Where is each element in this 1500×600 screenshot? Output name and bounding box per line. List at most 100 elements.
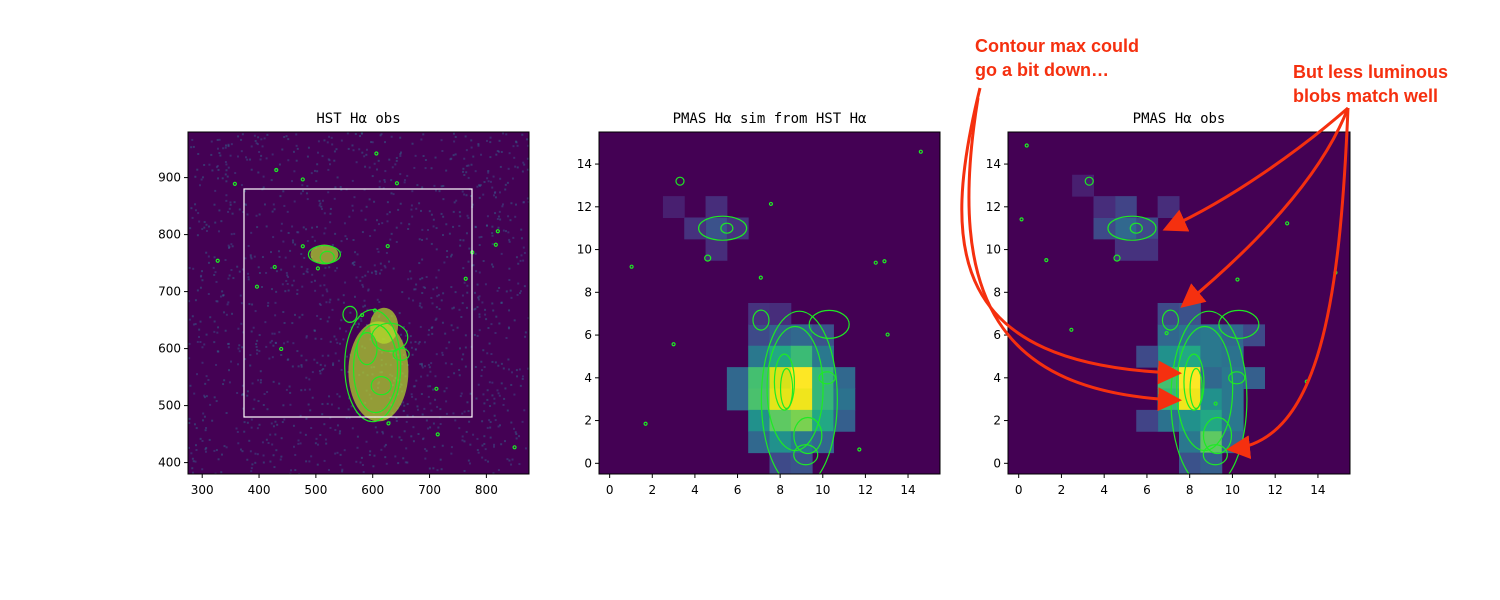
noise: [515, 437, 518, 440]
noise: [431, 332, 434, 335]
pixel: [1157, 409, 1180, 432]
pixel: [812, 324, 834, 347]
noise: [474, 226, 477, 229]
noise: [338, 432, 341, 435]
noise: [250, 257, 253, 260]
noise: [237, 442, 240, 445]
noise: [435, 286, 438, 289]
noise: [493, 191, 496, 194]
noise: [462, 170, 465, 173]
noise: [440, 468, 443, 471]
noise: [439, 458, 442, 461]
noise: [527, 201, 529, 204]
noise: [227, 143, 230, 146]
noise: [342, 338, 345, 341]
noise: [375, 273, 378, 276]
pixel: [769, 409, 792, 432]
pixel: [748, 431, 770, 454]
noise: [445, 347, 448, 350]
noise: [369, 234, 372, 237]
noise: [493, 194, 496, 197]
noise: [306, 185, 309, 188]
noise: [480, 360, 483, 363]
noise: [356, 435, 359, 438]
noise: [225, 169, 228, 172]
noise: [300, 265, 303, 268]
noise: [301, 190, 304, 193]
contour: [1285, 221, 1290, 226]
noise: [415, 207, 418, 210]
noise: [376, 168, 379, 171]
noise: [217, 168, 220, 171]
noise: [378, 186, 381, 189]
noise: [254, 139, 257, 142]
noise: [321, 369, 324, 372]
noise: [347, 408, 350, 411]
noise: [306, 198, 309, 201]
noise: [441, 149, 444, 152]
noise: [314, 442, 317, 445]
noise: [395, 226, 398, 229]
noise: [270, 422, 273, 425]
noise: [359, 279, 362, 282]
noise: [458, 211, 461, 214]
noise: [430, 409, 433, 412]
noise: [466, 401, 469, 404]
noise: [522, 161, 525, 164]
noise: [465, 171, 468, 174]
noise: [493, 443, 496, 446]
noise: [463, 410, 466, 413]
noise: [508, 309, 511, 312]
noise: [382, 432, 385, 435]
pixel: [1179, 452, 1201, 474]
noise: [464, 365, 467, 368]
pixel: [833, 409, 856, 432]
noise: [427, 363, 430, 366]
noise: [488, 419, 491, 422]
noise: [401, 291, 404, 294]
noise: [481, 420, 484, 423]
noise: [345, 416, 348, 419]
noise: [300, 192, 303, 195]
noise: [314, 337, 317, 340]
noise: [367, 270, 370, 273]
noise: [465, 149, 468, 152]
noise: [248, 439, 251, 442]
noise: [265, 271, 268, 274]
noise: [401, 339, 404, 342]
noise: [412, 385, 415, 388]
noise: [480, 374, 483, 377]
noise: [496, 217, 499, 220]
noise: [196, 373, 199, 376]
noise: [271, 153, 274, 156]
noise: [498, 191, 501, 194]
noise: [328, 135, 331, 138]
source: [310, 244, 339, 265]
noise: [240, 184, 243, 187]
noise: [354, 133, 357, 136]
noise: [224, 173, 227, 176]
noise: [423, 407, 426, 410]
noise: [350, 326, 353, 329]
noise: [296, 289, 299, 292]
noise: [507, 358, 510, 361]
noise: [213, 256, 216, 259]
contour: [768, 201, 774, 207]
noise: [360, 456, 363, 459]
noise: [323, 423, 326, 426]
source: [348, 321, 409, 422]
noise: [477, 298, 480, 301]
noise: [273, 332, 276, 335]
noise: [361, 464, 364, 467]
y-tick-label: 12: [986, 200, 1001, 214]
noise: [280, 222, 283, 225]
x-tick-label: 10: [1225, 483, 1240, 497]
noise: [227, 166, 230, 169]
contour: [1019, 217, 1024, 222]
noise: [265, 345, 268, 348]
noise: [329, 221, 332, 224]
noise: [517, 282, 520, 285]
noise: [188, 266, 191, 269]
noise: [201, 346, 204, 349]
noise: [272, 203, 275, 206]
